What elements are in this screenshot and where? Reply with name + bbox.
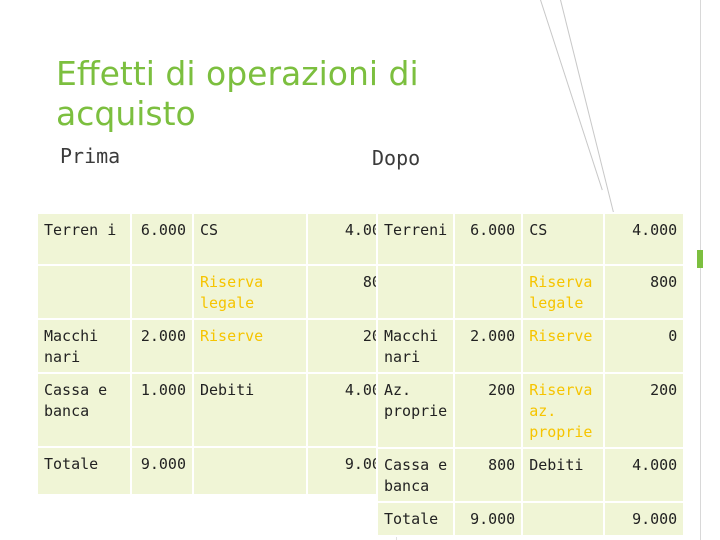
table-row: Macchi nari 2.000 Riserve 0: [375, 318, 686, 374]
asset-value: 800: [453, 447, 524, 503]
asset-name: Cassa e banca: [36, 372, 132, 448]
asset-name: [375, 264, 456, 320]
accent-bar: [697, 250, 703, 268]
total-assets: 9.000: [130, 446, 194, 496]
asset-value: 6.000: [453, 212, 524, 266]
table-row: Terreni 6.000 CS 4.000: [375, 212, 686, 266]
asset-name: Az. proprie: [375, 372, 456, 449]
liability-value: 0: [603, 318, 686, 374]
liability-value: 4.000: [603, 447, 686, 503]
decorative-line: [540, 0, 603, 191]
asset-value: 1.000: [130, 372, 194, 448]
liability-name: [192, 446, 308, 496]
liability-value: 800: [603, 264, 686, 320]
table-row: Totale 9.000 9.000: [375, 501, 686, 537]
label-dopo: Dopo: [372, 146, 421, 170]
liability-name: Riserva legale: [521, 264, 606, 320]
label-prima: Prima: [60, 144, 121, 168]
asset-value: 200: [453, 372, 524, 449]
asset-value: [453, 264, 524, 320]
asset-value: 2.000: [130, 318, 194, 374]
balance-table-before: Terren i 6.000 CS 4.000 Riserva legale 8…: [36, 212, 398, 496]
table-row: Terren i 6.000 CS 4.000: [36, 212, 398, 266]
asset-value: [130, 264, 194, 320]
liability-name: [521, 501, 606, 537]
asset-value: 2.000: [453, 318, 524, 374]
total-assets: 9.000: [453, 501, 524, 537]
table-row: Riserva legale 800: [36, 264, 398, 320]
asset-name: Macchi nari: [36, 318, 132, 374]
table-row: Totale 9.000 9.000: [36, 446, 398, 496]
liability-name: Riserve: [521, 318, 606, 374]
total-label: Totale: [36, 446, 132, 496]
liability-value: 4.000: [603, 212, 686, 266]
decorative-line: [700, 0, 701, 540]
asset-name: Terreni: [375, 212, 456, 266]
liability-name: CS: [192, 212, 308, 266]
liability-name: Debiti: [521, 447, 606, 503]
liability-value: 200: [603, 372, 686, 449]
table-row: Cassa e banca 800 Debiti 4.000: [375, 447, 686, 503]
asset-name: Cassa e banca: [375, 447, 456, 503]
table-row: Cassa e banca 1.000 Debiti 4.000: [36, 372, 398, 448]
table-row: Macchi nari 2.000 Riserve 200: [36, 318, 398, 374]
liability-name: Riserve: [192, 318, 308, 374]
asset-value: 6.000: [130, 212, 194, 266]
page-title: Effetti di operazioni di acquisto: [56, 54, 419, 133]
total-label: Totale: [375, 501, 456, 537]
table-row: Az. proprie 200 Riserva az. proprie 200: [375, 372, 686, 449]
balance-table-after: Terreni 6.000 CS 4.000 Riserva legale 80…: [375, 212, 686, 537]
asset-name: Macchi nari: [375, 318, 456, 374]
liability-name: Debiti: [192, 372, 308, 448]
table-row: Riserva legale 800: [375, 264, 686, 320]
asset-name: [36, 264, 132, 320]
liability-name: Riserva az. proprie: [521, 372, 606, 449]
decorative-line: [560, 0, 620, 233]
asset-name: Terren i: [36, 212, 132, 266]
liability-name: Riserva legale: [192, 264, 308, 320]
liability-name: CS: [521, 212, 606, 266]
total-liabilities: 9.000: [603, 501, 686, 537]
